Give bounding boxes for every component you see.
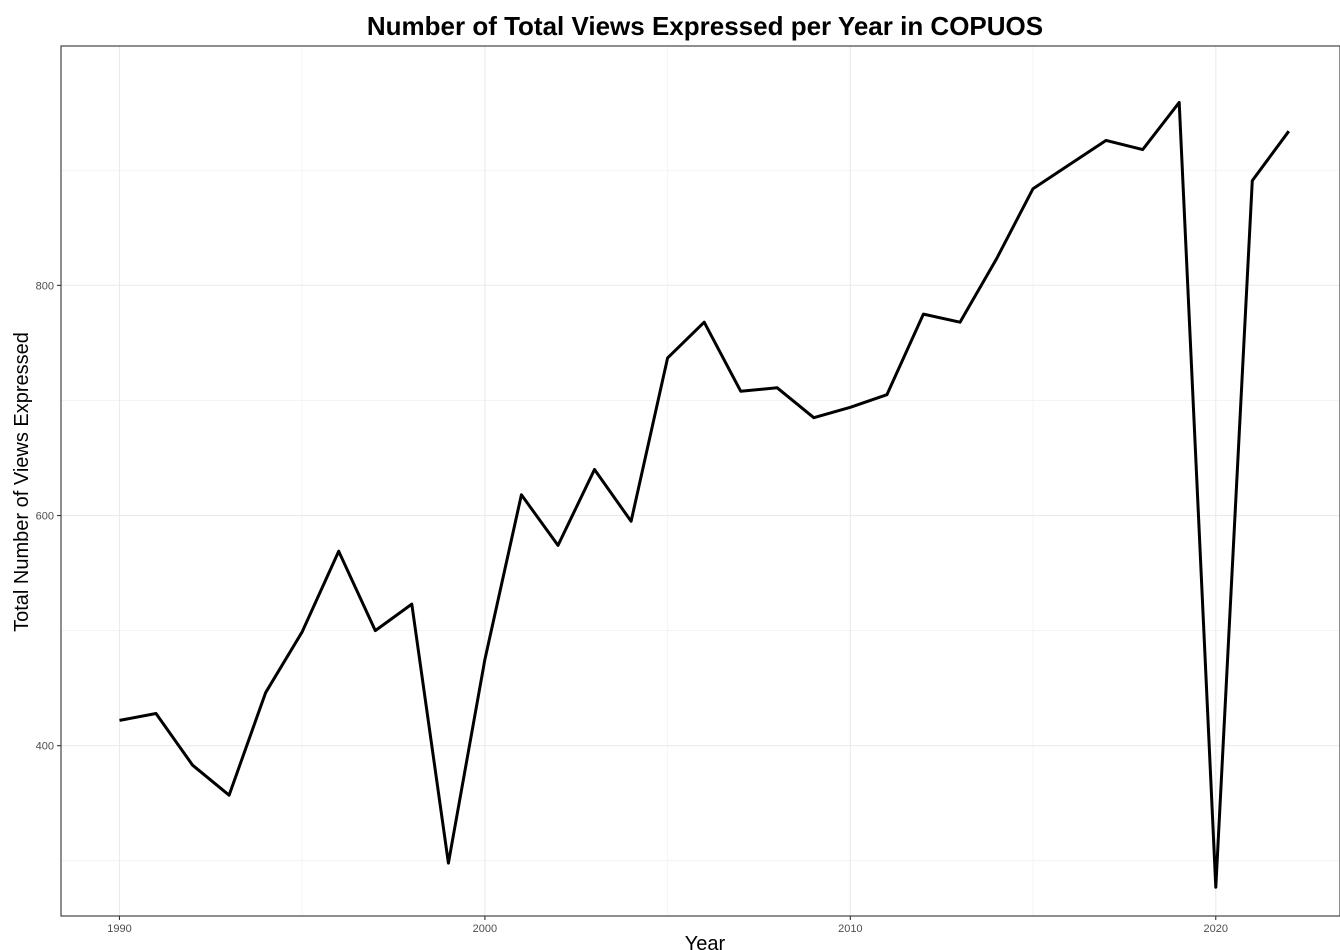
y-tick-label: 400 [36,741,54,753]
x-axis: 1990 2000 2010 2020 [107,916,1228,935]
x-axis-title: Year [685,933,726,950]
x-tick-label: 2000 [473,923,497,935]
minor-gridlines [61,46,1340,916]
series-line [119,100,1291,889]
x-tick-label: 1990 [107,923,131,935]
chart-title: Number of Total Views Expressed per Year… [367,11,1043,41]
y-tick-label: 800 [36,280,54,292]
x-tick-label: 2020 [1204,923,1228,935]
series-layer [119,100,1291,889]
x-tick-label: 2010 [838,923,862,935]
y-axis: 400 600 800 [36,280,61,753]
y-axis-title: Total Number of Views Expressed [11,332,33,632]
y-tick-label: 600 [36,511,54,523]
major-gridlines [61,46,1340,916]
plot-panel-border [60,45,1340,917]
